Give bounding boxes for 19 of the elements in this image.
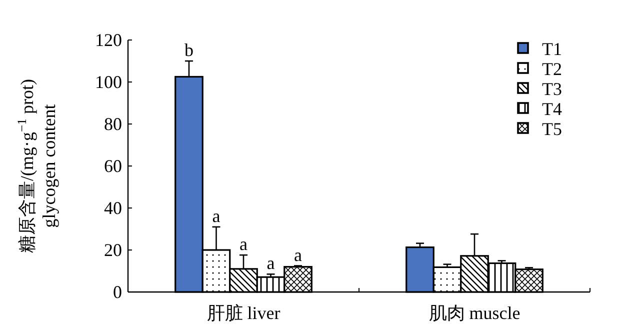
- annotation: a: [212, 206, 220, 226]
- annotation: a: [266, 253, 275, 274]
- annotation: a: [294, 244, 302, 265]
- y-tick-label: 100: [95, 72, 122, 92]
- legend-label: T1: [542, 39, 562, 59]
- y-tick-label: 80: [104, 114, 122, 134]
- x-tick-label: 肌肉 muscle: [428, 303, 520, 323]
- y-tick-label: 40: [104, 198, 122, 218]
- y-tick-label: 20: [104, 240, 122, 260]
- x-tick-label: 肝脏 liver: [206, 303, 280, 323]
- annotation: b: [184, 40, 194, 60]
- y-tick-label: 0: [113, 282, 122, 302]
- legend-label: T2: [542, 59, 562, 79]
- annotation: a: [240, 234, 248, 254]
- legend-label: T5: [542, 119, 562, 139]
- y-tick-label: 120: [95, 30, 122, 50]
- y-tick-label: 60: [104, 156, 122, 176]
- legend-label: T3: [542, 79, 562, 99]
- legend-label: T4: [542, 99, 562, 119]
